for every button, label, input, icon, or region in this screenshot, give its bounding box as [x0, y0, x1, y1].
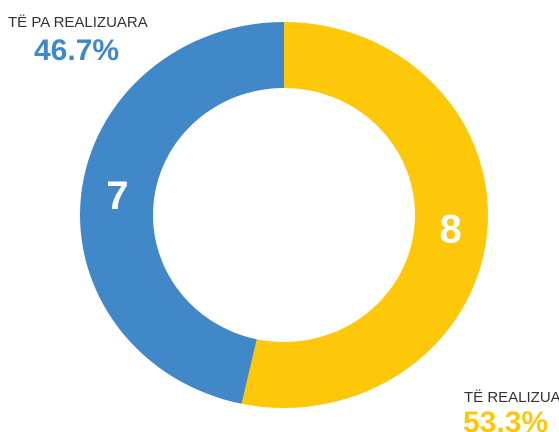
- donut-segment: [241, 22, 488, 408]
- category-label: TË REALIZUARA: [464, 389, 559, 406]
- percentage-label: 46.7%: [34, 34, 119, 67]
- value-label: 7: [106, 174, 128, 218]
- value-label: 8: [439, 207, 461, 251]
- percentage-label: 53.3%: [463, 406, 548, 432]
- category-label: TË PA REALIZUARA: [8, 14, 148, 31]
- donut-segment: [79, 22, 285, 404]
